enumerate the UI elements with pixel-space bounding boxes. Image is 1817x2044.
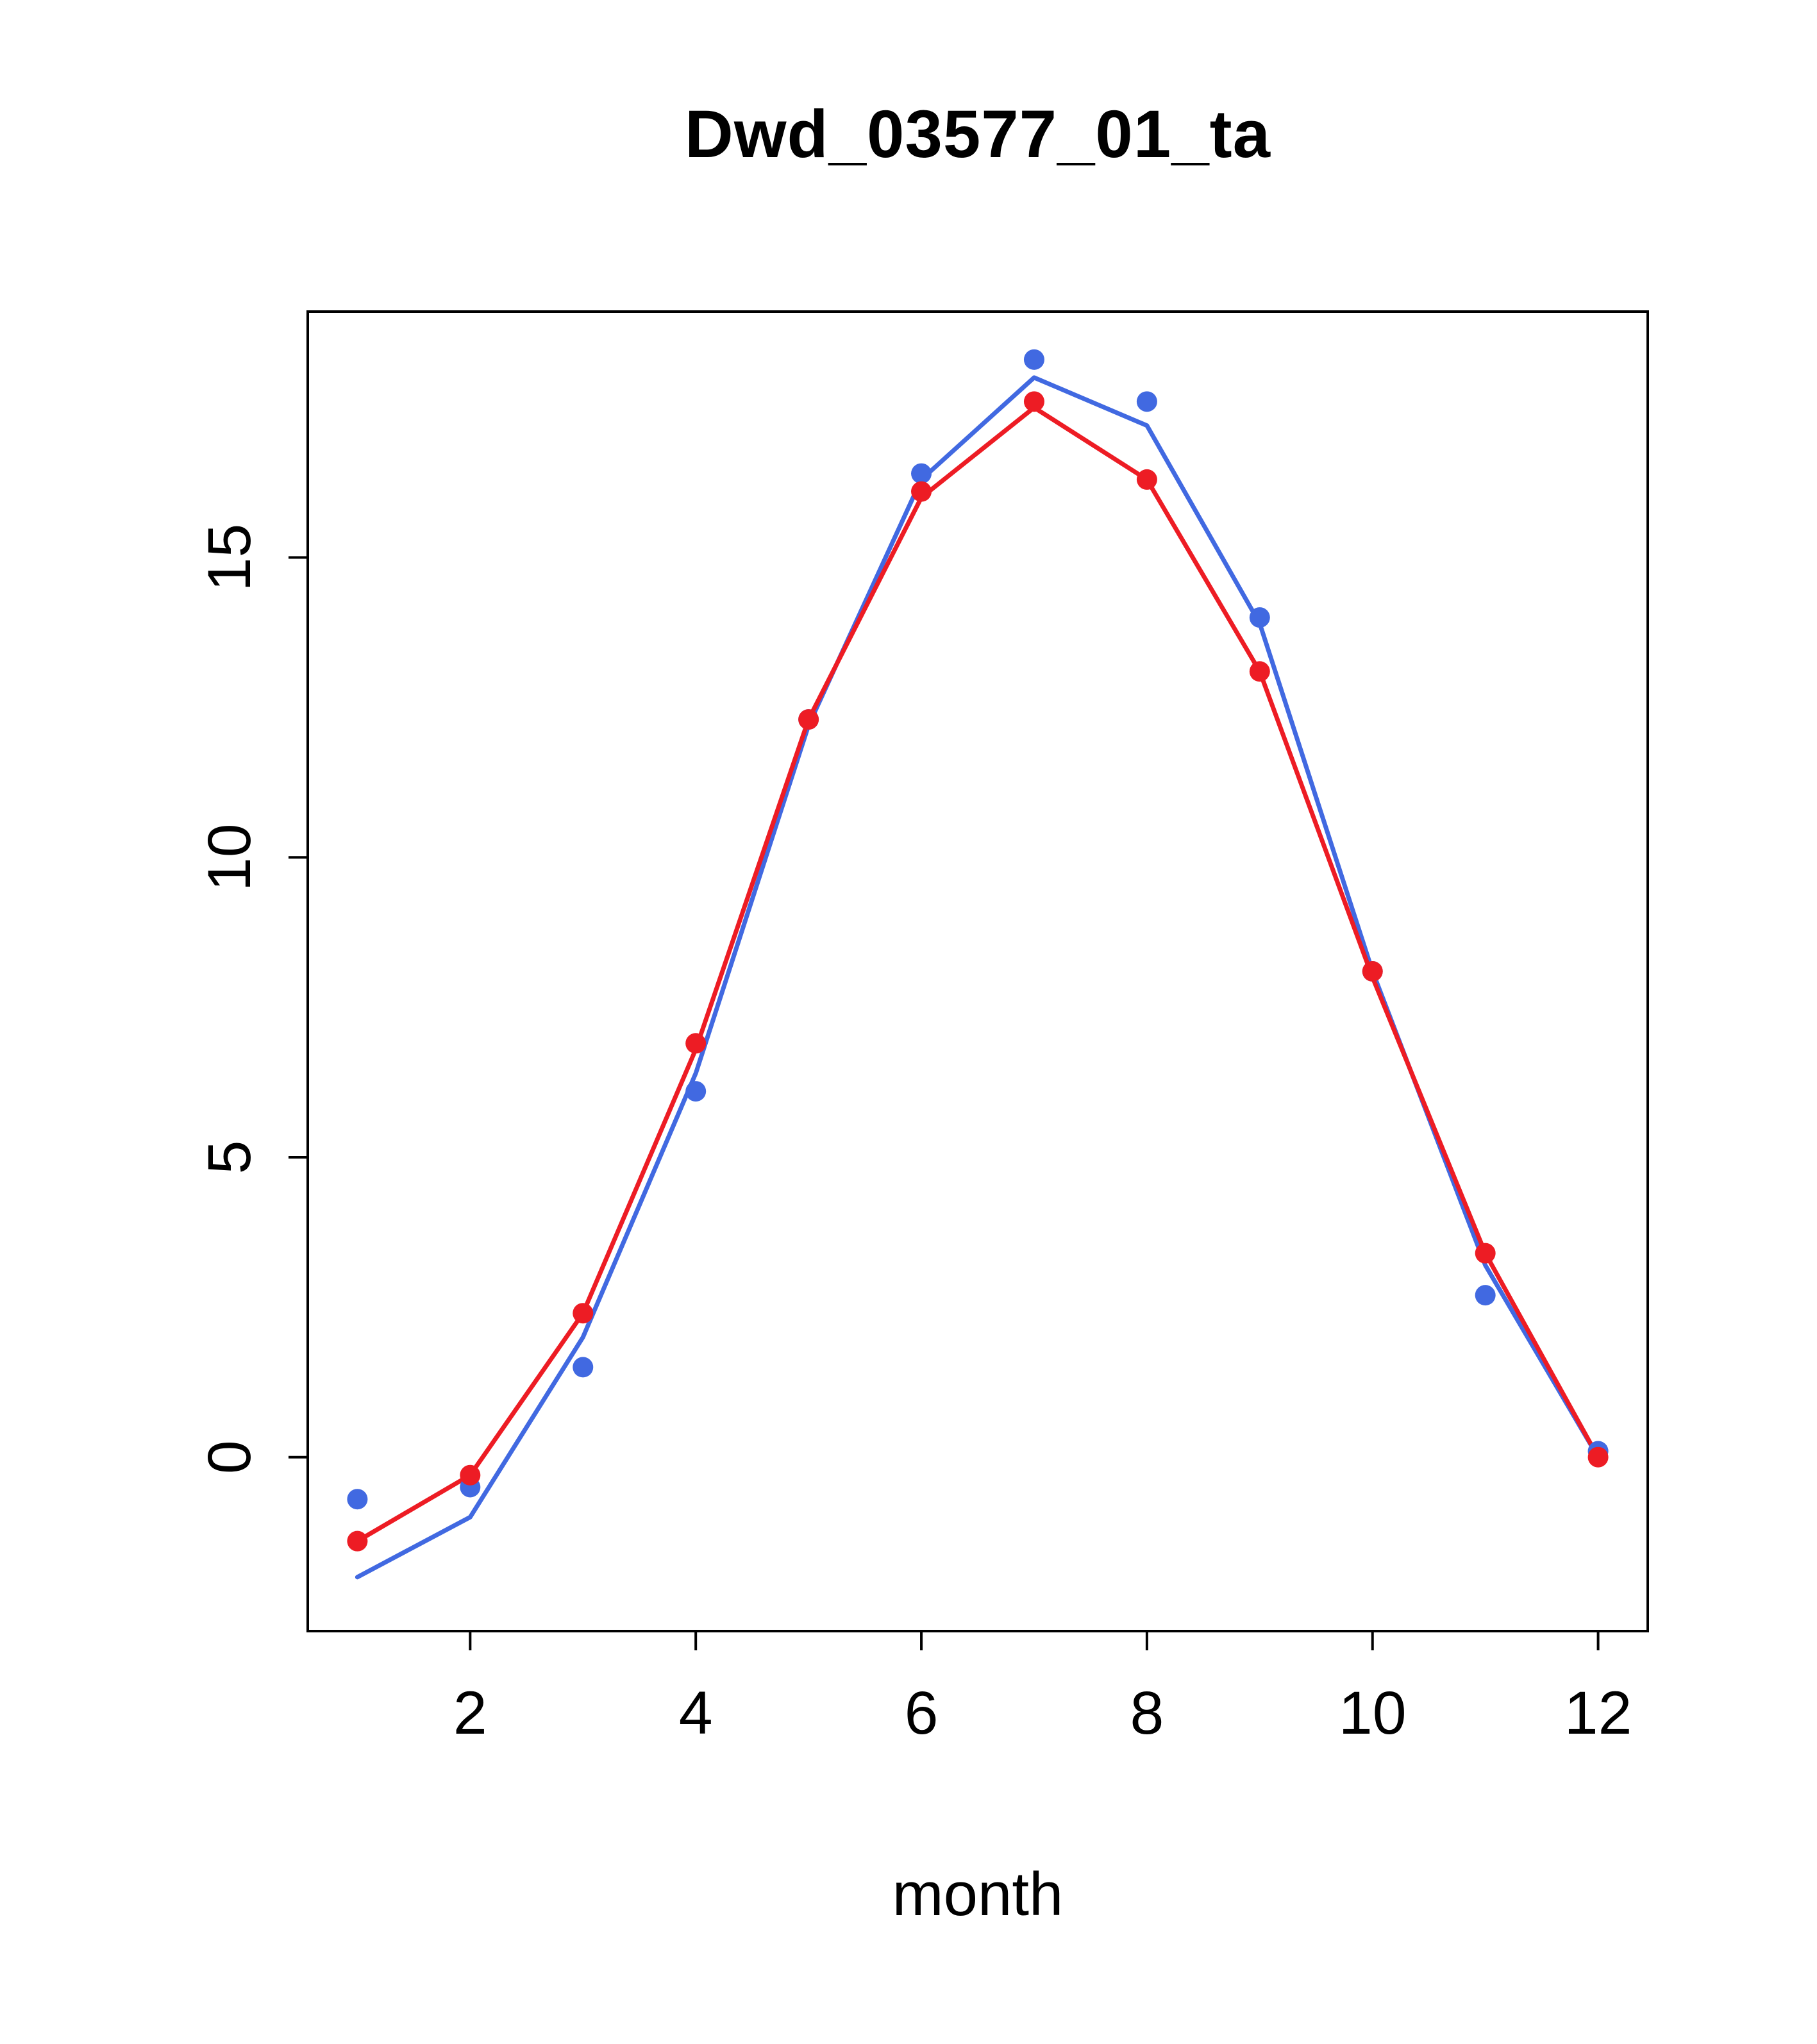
y-tick-label: 5 — [196, 1141, 264, 1175]
blue-series-point — [911, 463, 932, 484]
red-series-point — [1136, 469, 1157, 490]
red-series-point — [573, 1303, 594, 1324]
blue-series-point — [347, 1489, 368, 1510]
blue-series-point — [1475, 1285, 1496, 1306]
red-series-point — [1249, 661, 1270, 682]
red-series-point — [1587, 1446, 1609, 1468]
x-tick-label: 6 — [905, 1679, 939, 1747]
red-series-point — [1475, 1243, 1496, 1264]
y-tick-label: 10 — [196, 823, 264, 891]
blue-series-line — [355, 375, 1601, 1580]
x-tick-label: 8 — [1130, 1679, 1164, 1747]
blue-series-point — [1136, 391, 1157, 412]
y-tick-label: 15 — [196, 524, 264, 592]
red-series-point — [798, 709, 819, 730]
red-series-point — [911, 481, 932, 502]
y-tick-label: 0 — [196, 1440, 264, 1474]
blue-series-point — [685, 1081, 707, 1102]
blue-series-point — [1023, 349, 1044, 370]
x-axis-label: month — [892, 1860, 1064, 1929]
blue-series-point — [1249, 607, 1270, 628]
red-series-point — [347, 1530, 368, 1552]
x-tick-label: 12 — [1564, 1679, 1632, 1747]
blue-series-point — [573, 1357, 594, 1378]
red-series-point — [1023, 391, 1044, 412]
red-series-point — [460, 1464, 481, 1486]
red-series-point — [1362, 961, 1383, 982]
x-tick-label: 10 — [1339, 1679, 1407, 1747]
chart-title: Dwd_03577_01_ta — [685, 97, 1271, 172]
plot-border — [306, 310, 1649, 1632]
red-series-point — [685, 1033, 707, 1054]
x-tick-label: 2 — [453, 1679, 487, 1747]
x-tick-label: 4 — [679, 1679, 713, 1747]
red-series-line — [355, 405, 1601, 1544]
